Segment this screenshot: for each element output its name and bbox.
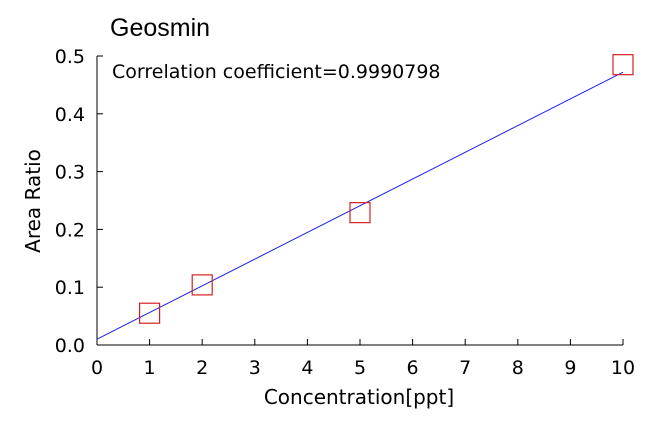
- y-tick-label: 0.3: [55, 162, 85, 184]
- y-tick-label: 0.5: [55, 46, 85, 68]
- x-tick-label: 7: [459, 357, 471, 379]
- y-tick-label: 0.4: [55, 104, 85, 126]
- data-point: [191, 274, 213, 296]
- x-tick-label: 3: [249, 357, 261, 379]
- x-tick-label: 8: [512, 357, 524, 379]
- x-tick-label: 5: [354, 357, 366, 379]
- axes: [96, 56, 623, 346]
- x-tick-label: 4: [301, 357, 313, 379]
- plot-area: [96, 54, 634, 340]
- data-point: [612, 54, 634, 76]
- correlation-annotation: Correlation coefficient=0.9990798: [112, 61, 441, 83]
- data-point: [349, 202, 371, 224]
- y-tick-label: 0.0: [55, 335, 85, 357]
- ticks: 0 1 2 3 4 5 6 7 8 9 10 0.0 0.1 0.2 0.3 0.4 0.5: [55, 46, 635, 379]
- x-tick-label: 6: [407, 357, 419, 379]
- x-tick-label: 2: [196, 357, 208, 379]
- chart-title: Geosmin: [110, 14, 210, 42]
- y-tick-label: 0.2: [55, 219, 85, 241]
- y-tick-label: 0.1: [55, 277, 85, 299]
- data-point: [139, 302, 161, 324]
- y-axis-title: Area Ratio: [21, 149, 45, 253]
- x-tick-label: 9: [564, 357, 576, 379]
- x-tick-label: 10: [611, 357, 635, 379]
- fit-line: [96, 71, 624, 340]
- x-tick-label: 1: [144, 357, 156, 379]
- x-tick-label: 0: [91, 357, 103, 379]
- x-axis-title: Concentration[ppt]: [264, 385, 454, 409]
